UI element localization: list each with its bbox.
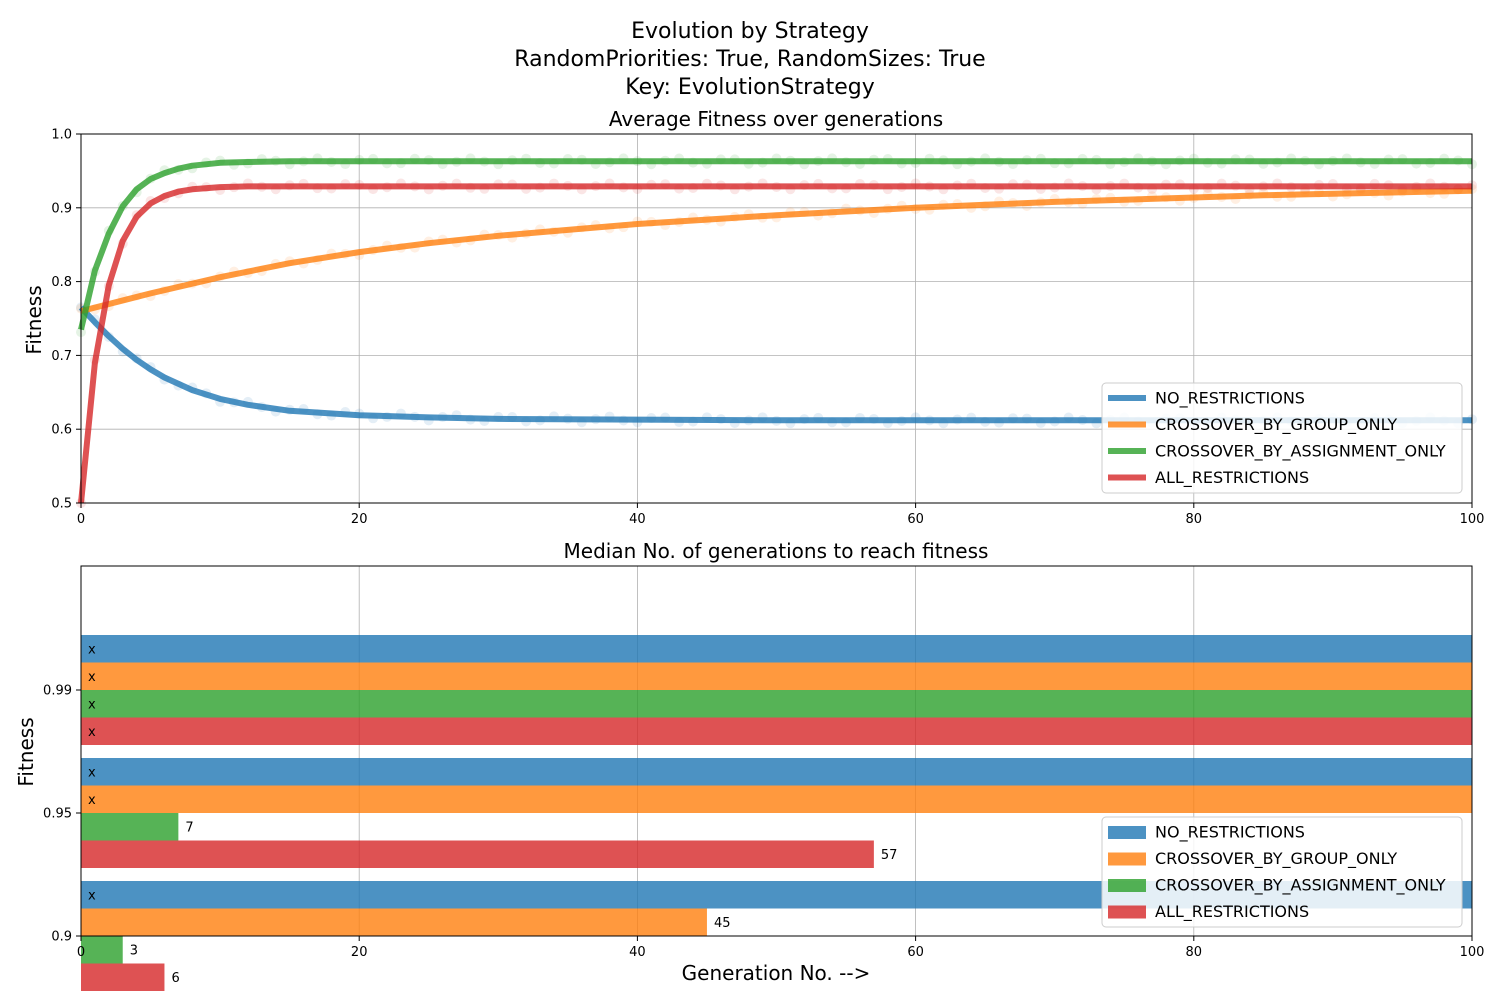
bar-label: x [88, 888, 96, 903]
legend-box [1101, 816, 1463, 928]
bar-crossover-by-assignment-only [81, 813, 179, 841]
y-tick-label: 0.9 [51, 930, 72, 945]
legend-label-no-restrictions: NO_RESTRICTIONS [1155, 823, 1305, 843]
legend-label-all-restrictions: ALL_RESTRICTIONS [1155, 902, 1309, 922]
bar-chart-title: Median No. of generations to reach fitne… [564, 539, 989, 563]
bar-label: x [88, 725, 96, 740]
legend-swatch-no-restrictions [1108, 826, 1146, 839]
y-tick-label: 0.6 [51, 423, 72, 438]
y-tick-label: 0.5 [51, 497, 72, 512]
x-tick-label: 20 [351, 512, 368, 527]
bar-chart-ylabel: Fitness [14, 717, 38, 786]
bar-label: 6 [171, 971, 179, 986]
x-tick-label: 40 [629, 512, 646, 527]
series-line-all-restrictions [78, 183, 1472, 504]
series-line-no-restrictions [78, 305, 1472, 424]
x-tick-label: 100 [1460, 945, 1485, 960]
line-chart-legend: NO_RESTRICTIONS CROSSOVER_BY_GROUP_ONLY CR… [1101, 382, 1463, 494]
x-tick-label: 60 [907, 512, 924, 527]
bar-label: x [88, 793, 96, 808]
bar-label: x [88, 670, 96, 685]
legend-swatch-all-restrictions [1108, 905, 1146, 919]
x-tick-label: 80 [1186, 512, 1203, 527]
suptitle-line-2: RandomPriorities: True, RandomSizes: Tru… [514, 47, 985, 72]
legend-label-crossover-by-group-only: CROSSOVER_BY_GROUP_ONLY [1155, 415, 1397, 435]
x-tick-label: 80 [1186, 945, 1203, 960]
bar-crossover-by-group-only [81, 908, 707, 936]
legend-label-crossover-by-group-only: CROSSOVER_BY_GROUP_ONLY [1155, 849, 1397, 869]
legend-swatch-crossover-by-group-only [1108, 852, 1146, 866]
bar-no-restrictions [81, 635, 1472, 663]
bar-label: 7 [185, 820, 193, 835]
bar-all-restrictions [81, 963, 165, 991]
bar-label: x [88, 697, 96, 712]
line-chart-series [78, 158, 1473, 504]
y-tick-label: 0.9 [51, 201, 72, 216]
x-tick-label: 100 [1460, 512, 1485, 527]
bar-chart-ticks: 0 20 40 60 80 100 0.9 0.95 0.99 [43, 684, 1484, 961]
bar-all-restrictions [81, 840, 874, 868]
x-tick-label: 60 [907, 945, 924, 960]
line-chart: Average Fitness over generations Fitness… [22, 107, 1484, 527]
bar-crossover-by-assignment-only [81, 690, 1472, 718]
x-tick-label: 40 [629, 945, 646, 960]
y-tick-label: 0.99 [43, 684, 72, 699]
bar-chart-legend: NO_RESTRICTIONS CROSSOVER_BY_GROUP_ONLY CR… [1101, 816, 1463, 928]
bar-label: 45 [714, 916, 731, 931]
bar-label: 3 [130, 943, 138, 958]
bar-label: 57 [881, 848, 898, 863]
x-tick-label: 20 [351, 945, 368, 960]
bar-chart: Median No. of generations to reach fitne… [14, 539, 1484, 991]
series-line-crossover-by-group-only [80, 187, 1473, 315]
x-tick-label: 0 [77, 945, 85, 960]
legend-label-crossover-by-assignment-only: CROSSOVER_BY_ASSIGNMENT_ONLY [1155, 876, 1446, 896]
bar-crossover-by-assignment-only [81, 936, 123, 964]
legend-box [1101, 382, 1463, 494]
bar-crossover-by-group-only [81, 785, 1472, 813]
y-tick-label: 0.8 [51, 275, 72, 290]
line-chart-ticks: 0 20 40 60 80 100 0.5 0.6 0.7 0.8 0.9 1.0 [51, 128, 1484, 528]
legend-label-all-restrictions: ALL_RESTRICTIONS [1155, 468, 1309, 488]
line-chart-title: Average Fitness over generations [609, 107, 943, 131]
y-tick-label: 1.0 [51, 128, 72, 143]
bar-crossover-by-group-only [81, 662, 1472, 690]
y-tick-label: 0.95 [43, 807, 72, 822]
bar-chart-frame [80, 565, 1473, 937]
bar-chart-xlabel: Generation No. --> [682, 961, 871, 985]
bar-label: x [88, 765, 96, 780]
bar-label: x [88, 642, 96, 657]
series-line-crossover-by-assignment-only [78, 158, 1472, 331]
legend-swatch-crossover-by-assignment-only [1108, 879, 1146, 892]
line-chart-ylabel: Fitness [22, 285, 46, 354]
suptitle-line-3: Key: EvolutionStrategy [625, 75, 875, 100]
line-chart-frame [80, 133, 1473, 504]
legend-label-crossover-by-assignment-only: CROSSOVER_BY_ASSIGNMENT_ONLY [1155, 442, 1446, 462]
legend-label-no-restrictions: NO_RESTRICTIONS [1155, 389, 1305, 409]
bar-no-restrictions [81, 758, 1472, 786]
x-tick-label: 0 [77, 512, 85, 527]
y-tick-label: 0.7 [51, 349, 72, 364]
bar-all-restrictions [81, 717, 1472, 745]
suptitle-line-1: Evolution by Strategy [631, 19, 869, 44]
